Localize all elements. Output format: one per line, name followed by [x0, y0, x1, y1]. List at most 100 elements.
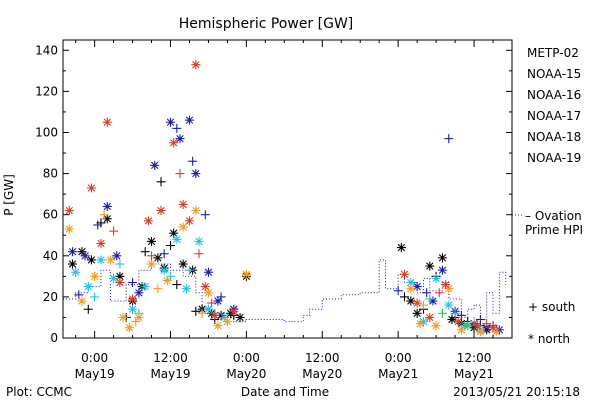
noaa-15-north-point — [191, 169, 201, 179]
x-tick-date-label: May21 — [378, 367, 418, 381]
metp-02-north-point — [406, 296, 416, 306]
x-tick-date-label: May19 — [75, 367, 115, 381]
y-tick-label: 100 — [35, 125, 58, 139]
noaa-15-north-point — [412, 282, 422, 292]
noaa-19-north-point — [425, 312, 435, 322]
south-marker-key: + south — [528, 300, 575, 314]
noaa-18-north-point — [222, 317, 232, 327]
metp-02-south-point — [140, 247, 150, 257]
noaa-16-north-point — [96, 255, 106, 265]
noaa-18-south-point — [131, 317, 141, 327]
x-tick-time-label: 12:00 — [153, 351, 188, 365]
metp-02-south-point — [172, 280, 182, 290]
noaa-19-north-point — [64, 206, 74, 216]
x-tick-time-label: 0:00 — [81, 351, 108, 365]
metp-02-south-point — [166, 241, 176, 251]
noaa-17-north-point — [463, 321, 473, 331]
metp-02-north-point — [437, 253, 447, 263]
noaa-19-north-point — [102, 117, 112, 127]
noaa-18-north-point — [124, 323, 134, 333]
noaa-19-north-point — [128, 294, 138, 304]
noaa-15-north-point — [175, 134, 185, 144]
noaa-15-north-point — [203, 267, 213, 277]
noaa-19-south-point — [194, 249, 204, 259]
x-tick-date-label: May21 — [454, 367, 494, 381]
noaa-19-north-point — [115, 278, 125, 288]
noaa-16-north-point — [181, 284, 191, 294]
y-tick-label: 60 — [43, 208, 58, 222]
x-tick-time-label: 0:00 — [233, 351, 260, 365]
noaa-16-north-point — [140, 282, 150, 292]
noaa-18-north-point — [213, 321, 223, 331]
noaa-15-south-point — [93, 220, 103, 230]
noaa-18-north-point — [90, 271, 100, 281]
noaa-19-north-point — [210, 310, 220, 320]
noaa-18-north-point — [105, 255, 115, 265]
chart-title: Hemispheric Power [GW] — [179, 16, 354, 32]
noaa-18-north-point — [147, 259, 157, 269]
noaa-16-north-point — [406, 278, 416, 288]
noaa-16-north-point — [194, 236, 204, 246]
ovation-hpi-line — [63, 259, 507, 323]
noaa-19-north-point — [229, 306, 239, 316]
legend-entry-noaa-18: NOAA-18 — [527, 130, 581, 144]
noaa-19-north-point — [169, 138, 179, 148]
noaa-16-north-point — [203, 304, 213, 314]
noaa-15-north-point — [80, 251, 90, 261]
noaa-16-south-point — [90, 292, 100, 302]
noaa-19-north-point — [96, 238, 106, 248]
noaa-19-north-point — [156, 206, 166, 216]
noaa-15-south-point — [422, 288, 432, 298]
noaa-16-north-point — [83, 282, 93, 292]
noaa-19-north-point — [143, 216, 153, 226]
x-axis-label: Date and Time — [241, 385, 329, 399]
metp-02-north-point — [235, 312, 245, 322]
plot-frame — [62, 39, 513, 339]
x-tick-time-label: 12:00 — [457, 351, 492, 365]
noaa-16-north-point — [159, 265, 169, 275]
legend-entry-noaa-16: NOAA-16 — [527, 88, 581, 102]
noaa-16-south-point — [115, 259, 125, 269]
y-tick-label: 140 — [35, 43, 58, 57]
noaa-15-north-point — [102, 201, 112, 211]
noaa-15-south-point — [200, 210, 210, 220]
noaa-19-south-point — [482, 319, 492, 329]
legend-entry-noaa-19: NOAA-19 — [527, 151, 581, 165]
noaa-19-north-point — [86, 183, 96, 193]
noaa-19-south-point — [175, 169, 185, 179]
metp-02-north-point — [86, 255, 96, 265]
x-tick-time-label: 0:00 — [385, 351, 412, 365]
metp-02-south-point — [156, 177, 166, 187]
noaa-19-north-point — [178, 199, 188, 209]
noaa-16-south-point — [450, 308, 460, 318]
noaa-19-north-point — [200, 282, 210, 292]
noaa-15-north-point — [150, 160, 160, 170]
noaa-18-north-point — [118, 312, 128, 322]
noaa-15-south-point — [128, 278, 138, 288]
noaa-15-south-point — [159, 249, 169, 259]
metp-02-north-point — [67, 259, 77, 269]
noaa-18-north-point — [431, 321, 441, 331]
north-marker-key: * north — [528, 332, 570, 346]
noaa-15-north-point — [166, 117, 176, 127]
noaa-19-north-point — [184, 216, 194, 226]
y-tick-label: 40 — [43, 249, 58, 263]
metp-02-south-point — [83, 304, 93, 314]
noaa-16-north-point — [444, 300, 454, 310]
noaa-18-north-point — [475, 327, 485, 337]
legend-entry-noaa-17: NOAA-17 — [527, 109, 581, 123]
noaa-19-north-point — [488, 323, 498, 333]
footer-credit: Plot: CCMC — [6, 385, 72, 399]
metp-02-north-point — [425, 261, 435, 271]
noaa-18-south-point — [153, 284, 163, 294]
metp-02-south-point — [191, 306, 201, 316]
noaa-16-north-point — [431, 273, 441, 283]
noaa-18-north-point — [456, 325, 466, 335]
noaa-16-north-point — [109, 273, 119, 283]
noaa-19-north-point — [191, 60, 201, 70]
noaa-19-north-point — [453, 317, 463, 327]
noaa-16-north-point — [172, 234, 182, 244]
y-tick-label: 80 — [43, 167, 58, 181]
y-tick-label: 120 — [35, 84, 58, 98]
